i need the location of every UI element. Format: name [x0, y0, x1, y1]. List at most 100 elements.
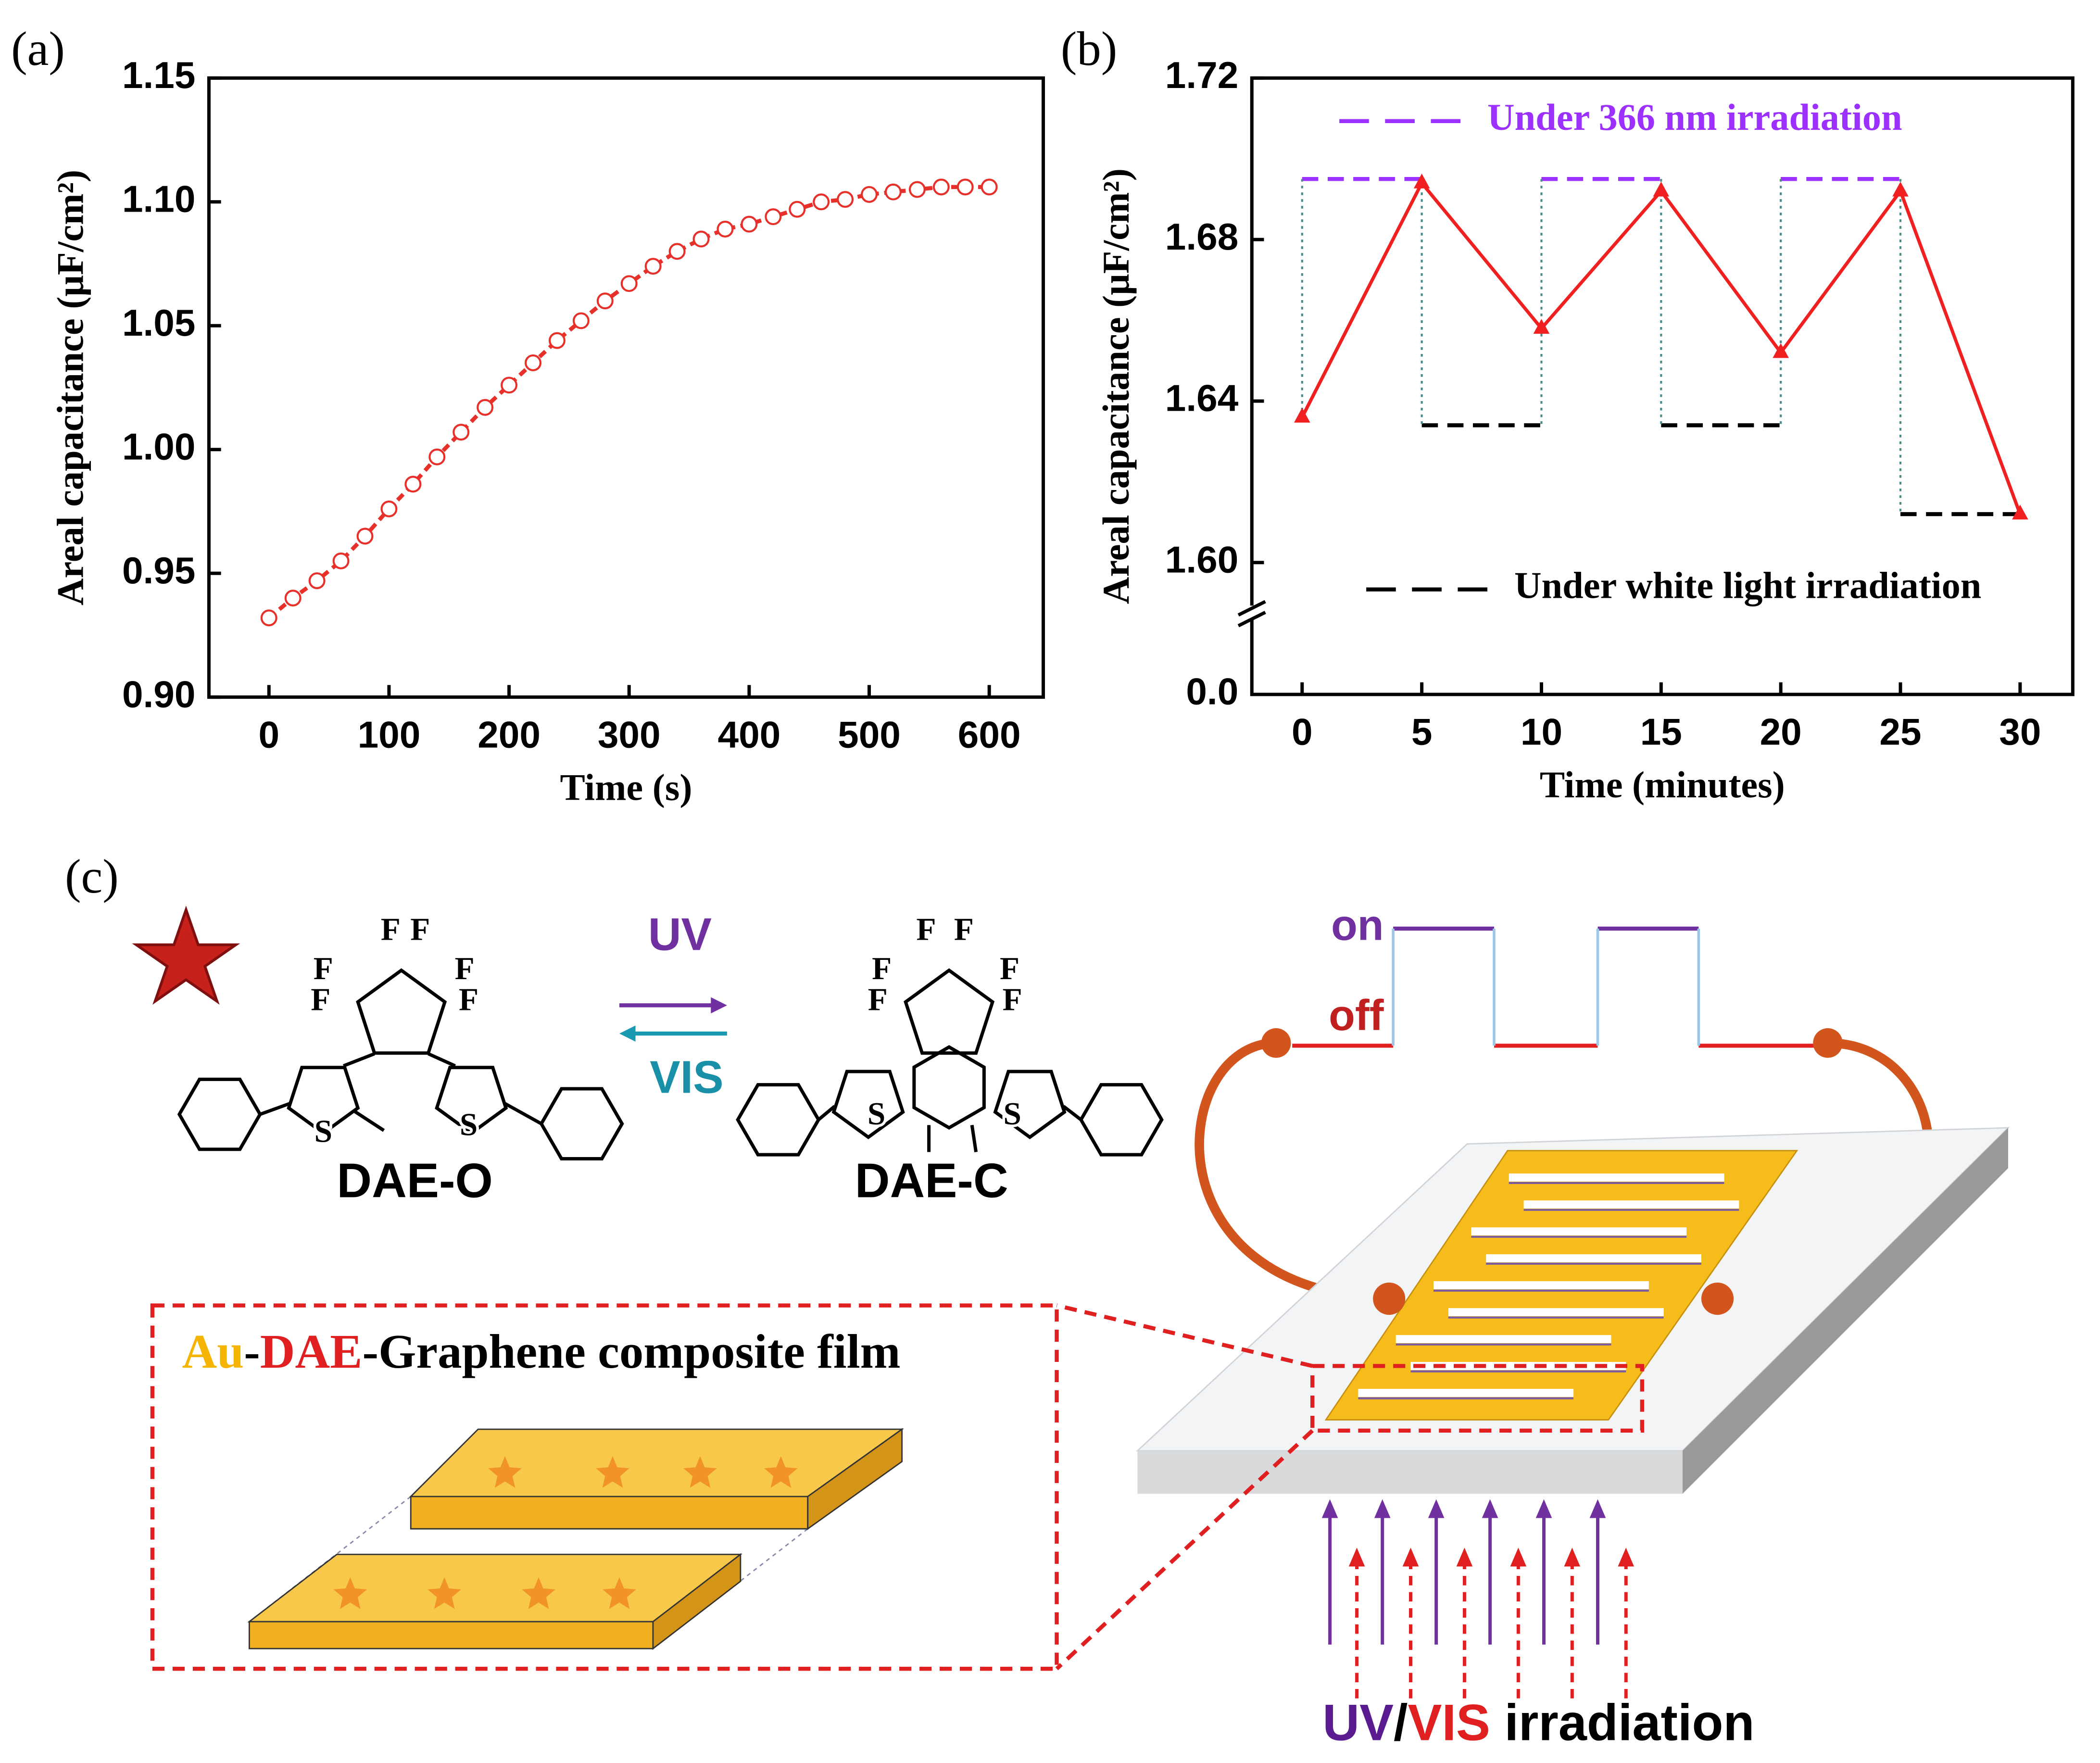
- atom-label: F: [459, 981, 478, 1017]
- contact: [1373, 1282, 1406, 1315]
- ring: [287, 1066, 360, 1135]
- x-tick-label: 400: [718, 713, 781, 756]
- marker: [525, 354, 541, 371]
- x-tick-label: 0: [1292, 711, 1313, 753]
- wire: [1195, 1038, 1389, 1304]
- arrow-head: [1564, 1548, 1581, 1567]
- panel-label: (b): [1061, 22, 1117, 76]
- x-tick-label: 100: [358, 713, 421, 756]
- x-tick-label: 0: [258, 713, 279, 756]
- marker: [908, 181, 926, 198]
- x-tick-label: 10: [1521, 711, 1562, 753]
- marker: [356, 528, 374, 545]
- star: [333, 1577, 367, 1609]
- off-label: off: [1329, 991, 1384, 1039]
- marker: [668, 243, 686, 260]
- x-axis-label: Time (minutes): [1540, 764, 1785, 806]
- x-tick-label: 30: [1999, 711, 2041, 753]
- ring: [356, 968, 447, 1055]
- arrow-head: [1510, 1548, 1527, 1567]
- atom-label: S: [460, 1107, 478, 1143]
- product-label: DAE-C: [855, 1154, 1008, 1208]
- bond: [970, 1125, 978, 1153]
- ring: [177, 1077, 262, 1151]
- marker: [428, 448, 446, 466]
- marker: [692, 230, 710, 248]
- y-axis-label: Areal capacitance (μF/cm²): [1095, 168, 1137, 604]
- arrow-head: [1428, 1499, 1445, 1518]
- marker: [644, 258, 662, 275]
- ring: [435, 1066, 508, 1135]
- slab-front: [410, 1496, 809, 1530]
- atom-label: F: [410, 911, 430, 947]
- marker: [284, 590, 302, 607]
- atom-label: F: [1000, 950, 1019, 986]
- panel-label: (a): [11, 22, 65, 76]
- electrode-fingers: [1358, 1173, 1739, 1399]
- irradiation-label: UV/VIS irradiation: [1322, 1694, 1754, 1751]
- marker: [477, 399, 494, 416]
- forward-label: UV: [648, 909, 712, 960]
- x-tick-label: 20: [1760, 711, 1802, 753]
- slab-side: [652, 1553, 742, 1650]
- star: [596, 1456, 629, 1488]
- atom-label: F: [381, 911, 401, 947]
- x-tick-label: 25: [1879, 711, 1921, 753]
- marker: [1413, 174, 1430, 189]
- x-tick-label: 200: [478, 713, 541, 756]
- ring: [831, 1070, 905, 1140]
- x-tick-label: 15: [1640, 711, 1682, 753]
- ring: [993, 1070, 1067, 1140]
- bond: [259, 1102, 290, 1116]
- bond: [352, 1108, 385, 1132]
- marker: [741, 215, 758, 233]
- y-tick-label: 1.10: [122, 177, 195, 220]
- star: [522, 1577, 555, 1609]
- marker: [861, 186, 878, 203]
- slab-front: [249, 1621, 654, 1650]
- star: [488, 1456, 522, 1488]
- y-tick-label: 1.60: [1165, 538, 1238, 580]
- y-tick-label: 1.64: [1165, 377, 1239, 419]
- atom-label: S: [868, 1096, 885, 1132]
- marker: [260, 609, 277, 627]
- atom-label: F: [954, 911, 974, 947]
- marker: [332, 552, 350, 569]
- marker: [884, 183, 902, 201]
- stars: [333, 1456, 798, 1609]
- marker: [837, 191, 854, 208]
- zoom-line: [1055, 1429, 1314, 1671]
- y-tick-label: 1.05: [122, 302, 195, 344]
- inset-box: [150, 1303, 1059, 1671]
- marker: [548, 332, 566, 349]
- arrow-head: [1374, 1499, 1391, 1518]
- star: [132, 906, 240, 1005]
- marker: [765, 208, 782, 226]
- legend-label: Under white light irradiation: [1514, 565, 1981, 606]
- star: [603, 1577, 636, 1609]
- bond: [817, 1105, 836, 1121]
- marker: [789, 201, 806, 218]
- star: [764, 1456, 798, 1488]
- atom-label: F: [314, 950, 333, 986]
- arrow-head: [1348, 1548, 1365, 1567]
- arrow-head: [1618, 1548, 1635, 1567]
- arrow-head: [1402, 1548, 1419, 1567]
- star: [428, 1577, 461, 1609]
- marker: [1773, 343, 1789, 358]
- x-tick-label: 500: [838, 713, 901, 756]
- ring: [539, 1087, 624, 1160]
- marker: [380, 500, 398, 517]
- y-tick-label: 0.95: [122, 549, 195, 592]
- bond: [504, 1102, 542, 1125]
- contact: [1701, 1282, 1734, 1315]
- atom-label: F: [917, 911, 936, 947]
- atom-label: F: [455, 950, 475, 986]
- marker: [501, 377, 518, 394]
- signal-edge: [1392, 928, 1700, 1046]
- marker: [596, 292, 614, 310]
- arrow-head: [619, 1025, 636, 1042]
- marker: [404, 476, 422, 493]
- arrow-head: [1535, 1499, 1552, 1518]
